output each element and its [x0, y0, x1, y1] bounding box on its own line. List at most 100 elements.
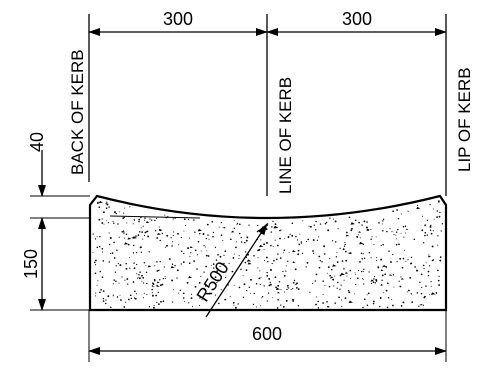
stipple-dot [156, 237, 159, 239]
stipple-dot [331, 268, 333, 271]
stipple-dot [123, 212, 125, 214]
stipple-dot [431, 259, 434, 262]
stipple-dot [189, 255, 191, 258]
back-of-kerb-label: BACK OF KERB [68, 49, 87, 175]
aggregate-mark [358, 231, 362, 233]
stipple-dot [392, 253, 394, 256]
stipple-dot [329, 258, 331, 260]
stipple-dot [284, 237, 286, 239]
stipple-dot [343, 279, 345, 281]
stipple-dot [205, 237, 207, 240]
stipple-dot [312, 252, 315, 254]
stipple-dot [291, 222, 294, 225]
stipple-dot [141, 274, 143, 277]
stipple-dot [277, 284, 280, 287]
stipple-dot [398, 243, 400, 246]
stipple-dot [305, 266, 307, 268]
stipple-dot [366, 294, 368, 296]
stipple-dot [416, 269, 418, 272]
aggregate-mark [386, 282, 390, 284]
stipple-dot [148, 306, 151, 308]
stipple-dot [162, 277, 165, 280]
stipple-dot [140, 251, 142, 253]
stipple-dot [362, 278, 364, 281]
stipple-dot [133, 262, 135, 264]
stipple-dot [397, 228, 399, 231]
stipple-dot [178, 244, 180, 246]
stipple-dot [400, 305, 403, 307]
aggregate-mark [370, 279, 375, 282]
stipple-dot [207, 255, 210, 257]
stipple-dot [96, 246, 99, 248]
stipple-dot [420, 273, 423, 276]
stipple-dot [159, 279, 161, 281]
stipple-dot [135, 293, 137, 295]
stipple-dot [425, 262, 427, 264]
stipple-dot [225, 271, 227, 273]
stipple-dot [396, 261, 398, 263]
stipple-dot [250, 278, 252, 281]
stipple-dot [371, 236, 373, 238]
stipple-dot [193, 260, 195, 262]
stipple-dot [172, 289, 174, 291]
stipple-dot [324, 222, 327, 225]
stipple-dot [363, 283, 365, 285]
aggregate-mark [109, 306, 113, 308]
stipple-dot [172, 218, 174, 220]
stipple-dot [282, 306, 285, 308]
aggregate-mark [275, 287, 280, 291]
stipple-dot [138, 220, 140, 223]
stipple-dot [400, 213, 402, 215]
stipple-dot [270, 231, 273, 233]
stipple-dot [151, 288, 153, 291]
stipple-dot [420, 292, 423, 295]
stipple-dot [200, 275, 202, 277]
stipple-dot [382, 230, 384, 232]
stipple-dot [101, 247, 104, 250]
stipple-dot [182, 297, 185, 299]
stipple-dot [432, 208, 434, 210]
stipple-dot [344, 244, 346, 246]
stipple-dot [403, 236, 405, 238]
stipple-dot [379, 305, 381, 308]
radius-dimension: R500 [193, 258, 233, 305]
stipple-dot [184, 301, 186, 302]
stipple-dot [238, 286, 241, 289]
stipple-dot [344, 297, 347, 299]
stipple-dot [337, 281, 339, 284]
stipple-dot [428, 265, 431, 267]
stipple-dot [428, 254, 430, 256]
stipple-dot [334, 241, 337, 243]
stipple-dot [399, 285, 402, 288]
stipple-dot [212, 231, 214, 234]
stipple-dot [259, 305, 261, 307]
stipple-dot [410, 293, 413, 295]
stipple-dot [173, 231, 175, 233]
stipple-dot [368, 271, 370, 273]
stipple-dot [418, 305, 420, 307]
stipple-dot [108, 261, 110, 263]
stipple-dot [374, 282, 377, 284]
stipple-dot [190, 252, 192, 254]
stipple-dot [133, 267, 136, 270]
stipple-dot [203, 244, 205, 247]
stipple-dot [145, 271, 148, 274]
aggregate-mark [284, 270, 287, 272]
stipple-dot [236, 241, 237, 243]
stipple-dot [363, 220, 366, 223]
stipple-dot [199, 233, 201, 235]
stipple-dot [272, 220, 274, 223]
stipple-dot [141, 231, 143, 233]
stipple-dot [161, 283, 164, 286]
stipple-dot [151, 294, 154, 297]
stipple-dot [139, 271, 141, 273]
stipple-dot [287, 284, 289, 287]
stipple-dot [312, 283, 314, 285]
stipple-dot [322, 280, 324, 282]
stipple-dot [273, 259, 275, 262]
stipple-dot [217, 279, 219, 281]
stipple-dot [119, 211, 121, 213]
stipple-dot [306, 240, 308, 243]
stipple-dot [119, 294, 121, 296]
aggregate-mark [132, 236, 138, 239]
